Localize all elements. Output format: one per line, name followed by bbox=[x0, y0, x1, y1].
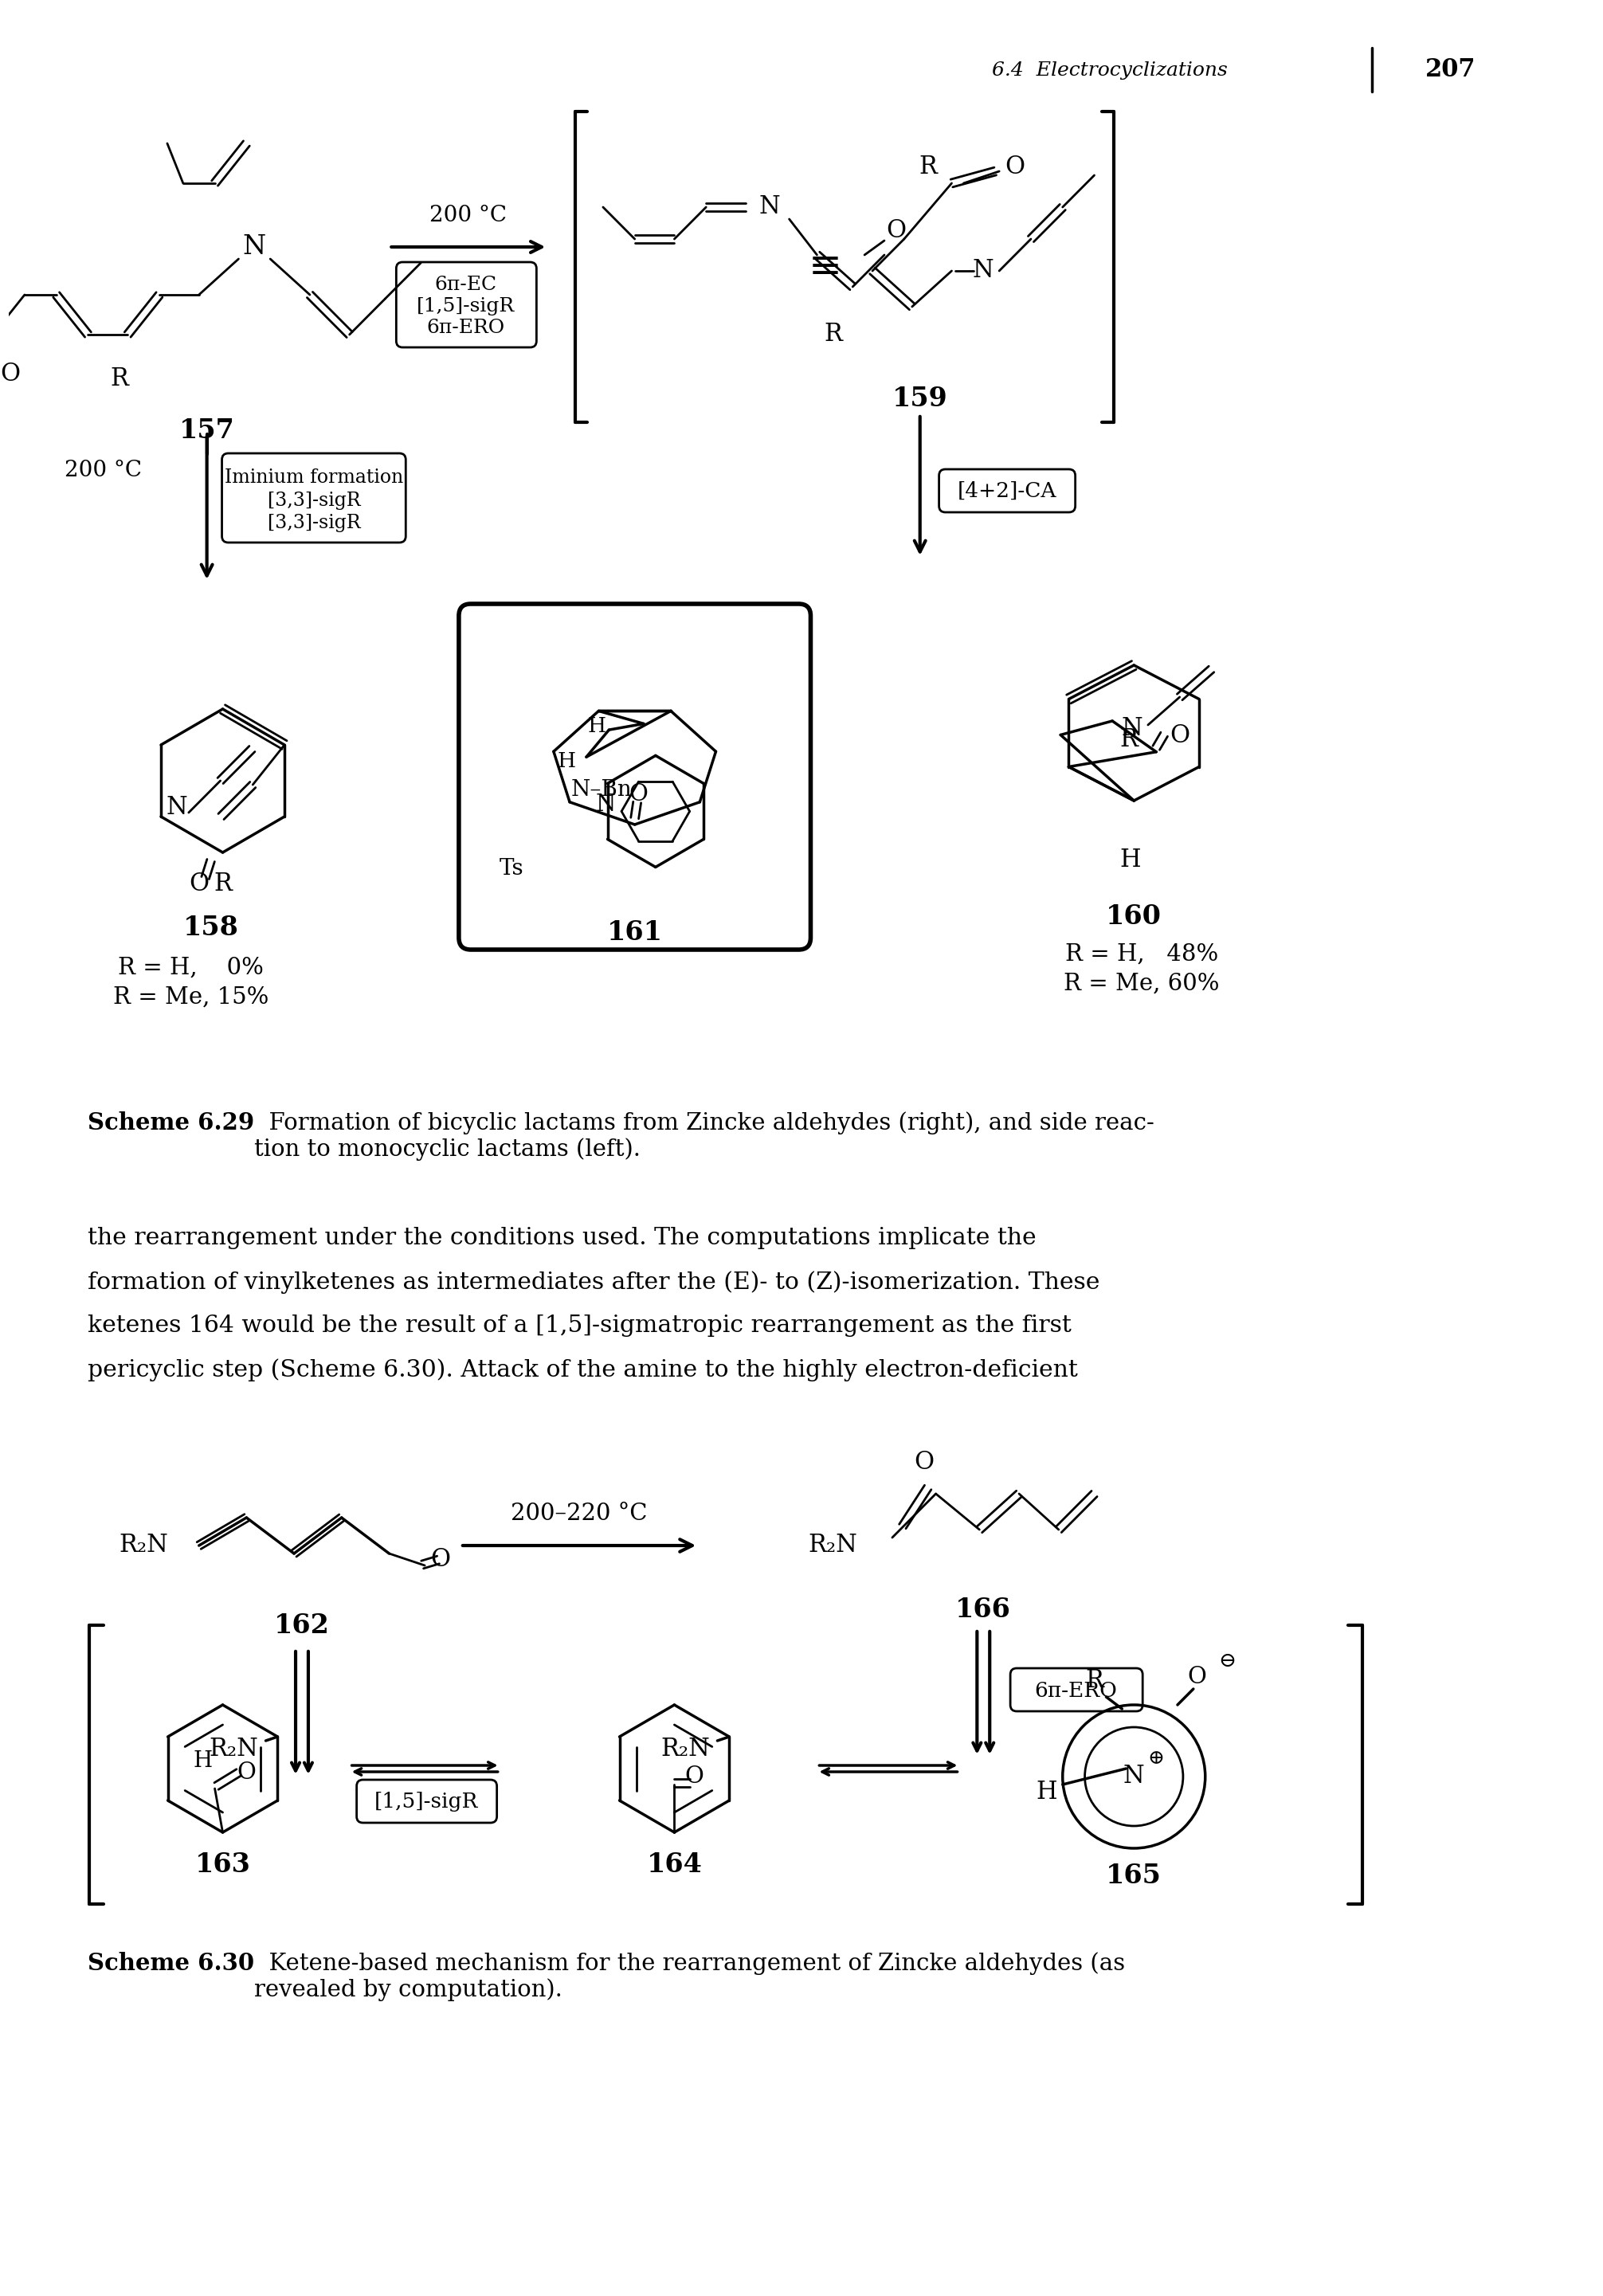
Text: R = Me, 15%: R = Me, 15% bbox=[114, 987, 269, 1008]
Text: the rearrangement under the conditions used. The computations implicate the: the rearrangement under the conditions u… bbox=[88, 1226, 1037, 1249]
Text: N: N bbox=[758, 195, 781, 220]
Text: O: O bbox=[630, 783, 648, 806]
Text: O: O bbox=[684, 1766, 704, 1789]
Text: R₂N: R₂N bbox=[210, 1736, 258, 1761]
Text: R: R bbox=[1119, 728, 1138, 753]
Text: H: H bbox=[1119, 847, 1140, 872]
Text: Ts: Ts bbox=[500, 859, 524, 879]
Text: O: O bbox=[189, 872, 208, 898]
Text: 157: 157 bbox=[180, 418, 234, 443]
Text: 207: 207 bbox=[1425, 57, 1476, 83]
Text: ⊖: ⊖ bbox=[1218, 1651, 1236, 1671]
Text: R: R bbox=[1085, 1669, 1103, 1694]
Text: 164: 164 bbox=[646, 1851, 702, 1878]
Text: N: N bbox=[1124, 1763, 1145, 1789]
Text: [4+2]-CA: [4+2]-CA bbox=[957, 480, 1056, 501]
Text: O: O bbox=[1005, 154, 1024, 179]
Text: R₂N: R₂N bbox=[808, 1534, 858, 1559]
Text: R: R bbox=[213, 872, 232, 898]
Text: Scheme 6.30: Scheme 6.30 bbox=[88, 1952, 255, 1975]
Text: R: R bbox=[919, 154, 938, 179]
Text: 162: 162 bbox=[274, 1612, 330, 1639]
Text: [3,3]-sigR: [3,3]-sigR bbox=[268, 514, 361, 533]
Text: O: O bbox=[0, 363, 21, 386]
FancyBboxPatch shape bbox=[356, 1779, 497, 1823]
Text: Scheme 6.29: Scheme 6.29 bbox=[88, 1111, 255, 1134]
Text: 158: 158 bbox=[183, 916, 239, 941]
FancyBboxPatch shape bbox=[396, 262, 537, 347]
FancyBboxPatch shape bbox=[458, 604, 811, 951]
Text: 161: 161 bbox=[608, 918, 662, 946]
Text: Iminium formation: Iminium formation bbox=[224, 468, 404, 487]
FancyBboxPatch shape bbox=[221, 452, 406, 542]
Text: H: H bbox=[588, 716, 606, 735]
Text: 165: 165 bbox=[1106, 1862, 1162, 1890]
Text: ≡: ≡ bbox=[808, 248, 842, 287]
Text: R: R bbox=[111, 365, 128, 390]
Text: R = H,    0%: R = H, 0% bbox=[119, 957, 264, 978]
Text: formation of vinylketenes as intermediates after the (E)- to (Z)-isomerization. : formation of vinylketenes as intermediat… bbox=[88, 1270, 1100, 1293]
Text: 6π-ERO: 6π-ERO bbox=[1034, 1681, 1117, 1701]
Text: 200–220 °C: 200–220 °C bbox=[511, 1502, 648, 1525]
Text: N: N bbox=[1122, 716, 1143, 742]
Text: ⊕: ⊕ bbox=[1148, 1750, 1164, 1768]
Text: 6.4  Electrocyclizations: 6.4 Electrocyclizations bbox=[992, 62, 1228, 80]
Text: 200 °C: 200 °C bbox=[64, 459, 141, 480]
Text: O: O bbox=[914, 1449, 935, 1474]
Text: H: H bbox=[1036, 1779, 1058, 1805]
Text: N: N bbox=[167, 794, 188, 820]
Text: O: O bbox=[1188, 1667, 1207, 1688]
Text: [1,5]-sigR: [1,5]-sigR bbox=[375, 1793, 478, 1812]
Text: [1,5]-sigR: [1,5]-sigR bbox=[417, 298, 515, 317]
Text: Ketene-based mechanism for the rearrangement of Zincke aldehydes (as
revealed by: Ketene-based mechanism for the rearrange… bbox=[255, 1952, 1125, 2002]
Text: R₂N: R₂N bbox=[119, 1534, 168, 1559]
Text: N: N bbox=[242, 234, 266, 259]
Text: O: O bbox=[237, 1761, 256, 1784]
Text: O: O bbox=[431, 1548, 450, 1573]
Text: N: N bbox=[973, 259, 994, 282]
Text: H: H bbox=[194, 1750, 213, 1773]
Text: 166: 166 bbox=[955, 1596, 1011, 1623]
Text: H: H bbox=[558, 751, 575, 771]
Text: R: R bbox=[824, 321, 842, 347]
Text: N–Bn: N–Bn bbox=[571, 778, 632, 801]
Text: 160: 160 bbox=[1106, 902, 1162, 930]
Text: 163: 163 bbox=[196, 1851, 250, 1878]
Text: N: N bbox=[596, 794, 616, 815]
Text: Formation of bicyclic lactams from Zincke aldehydes (right), and side reac-
tion: Formation of bicyclic lactams from Zinck… bbox=[255, 1111, 1154, 1162]
Text: ketenes 164 would be the result of a [1,5]-sigmatropic rearrangement as the firs: ketenes 164 would be the result of a [1,… bbox=[88, 1316, 1072, 1336]
FancyBboxPatch shape bbox=[1010, 1669, 1143, 1711]
FancyBboxPatch shape bbox=[939, 468, 1076, 512]
Text: R = Me, 60%: R = Me, 60% bbox=[1064, 974, 1220, 994]
Text: O: O bbox=[1170, 723, 1189, 748]
Text: [3,3]-sigR: [3,3]-sigR bbox=[268, 491, 361, 510]
Text: 159: 159 bbox=[893, 386, 947, 411]
Text: R₂N: R₂N bbox=[660, 1736, 710, 1761]
Text: R = H,   48%: R = H, 48% bbox=[1066, 944, 1218, 967]
Text: 6π-EC: 6π-EC bbox=[434, 276, 497, 294]
Text: pericyclic step (Scheme 6.30). Attack of the amine to the highly electron-defici: pericyclic step (Scheme 6.30). Attack of… bbox=[88, 1359, 1079, 1382]
Text: 200 °C: 200 °C bbox=[430, 204, 507, 225]
Text: O: O bbox=[886, 218, 906, 243]
Text: 6π-ERO: 6π-ERO bbox=[426, 319, 505, 338]
